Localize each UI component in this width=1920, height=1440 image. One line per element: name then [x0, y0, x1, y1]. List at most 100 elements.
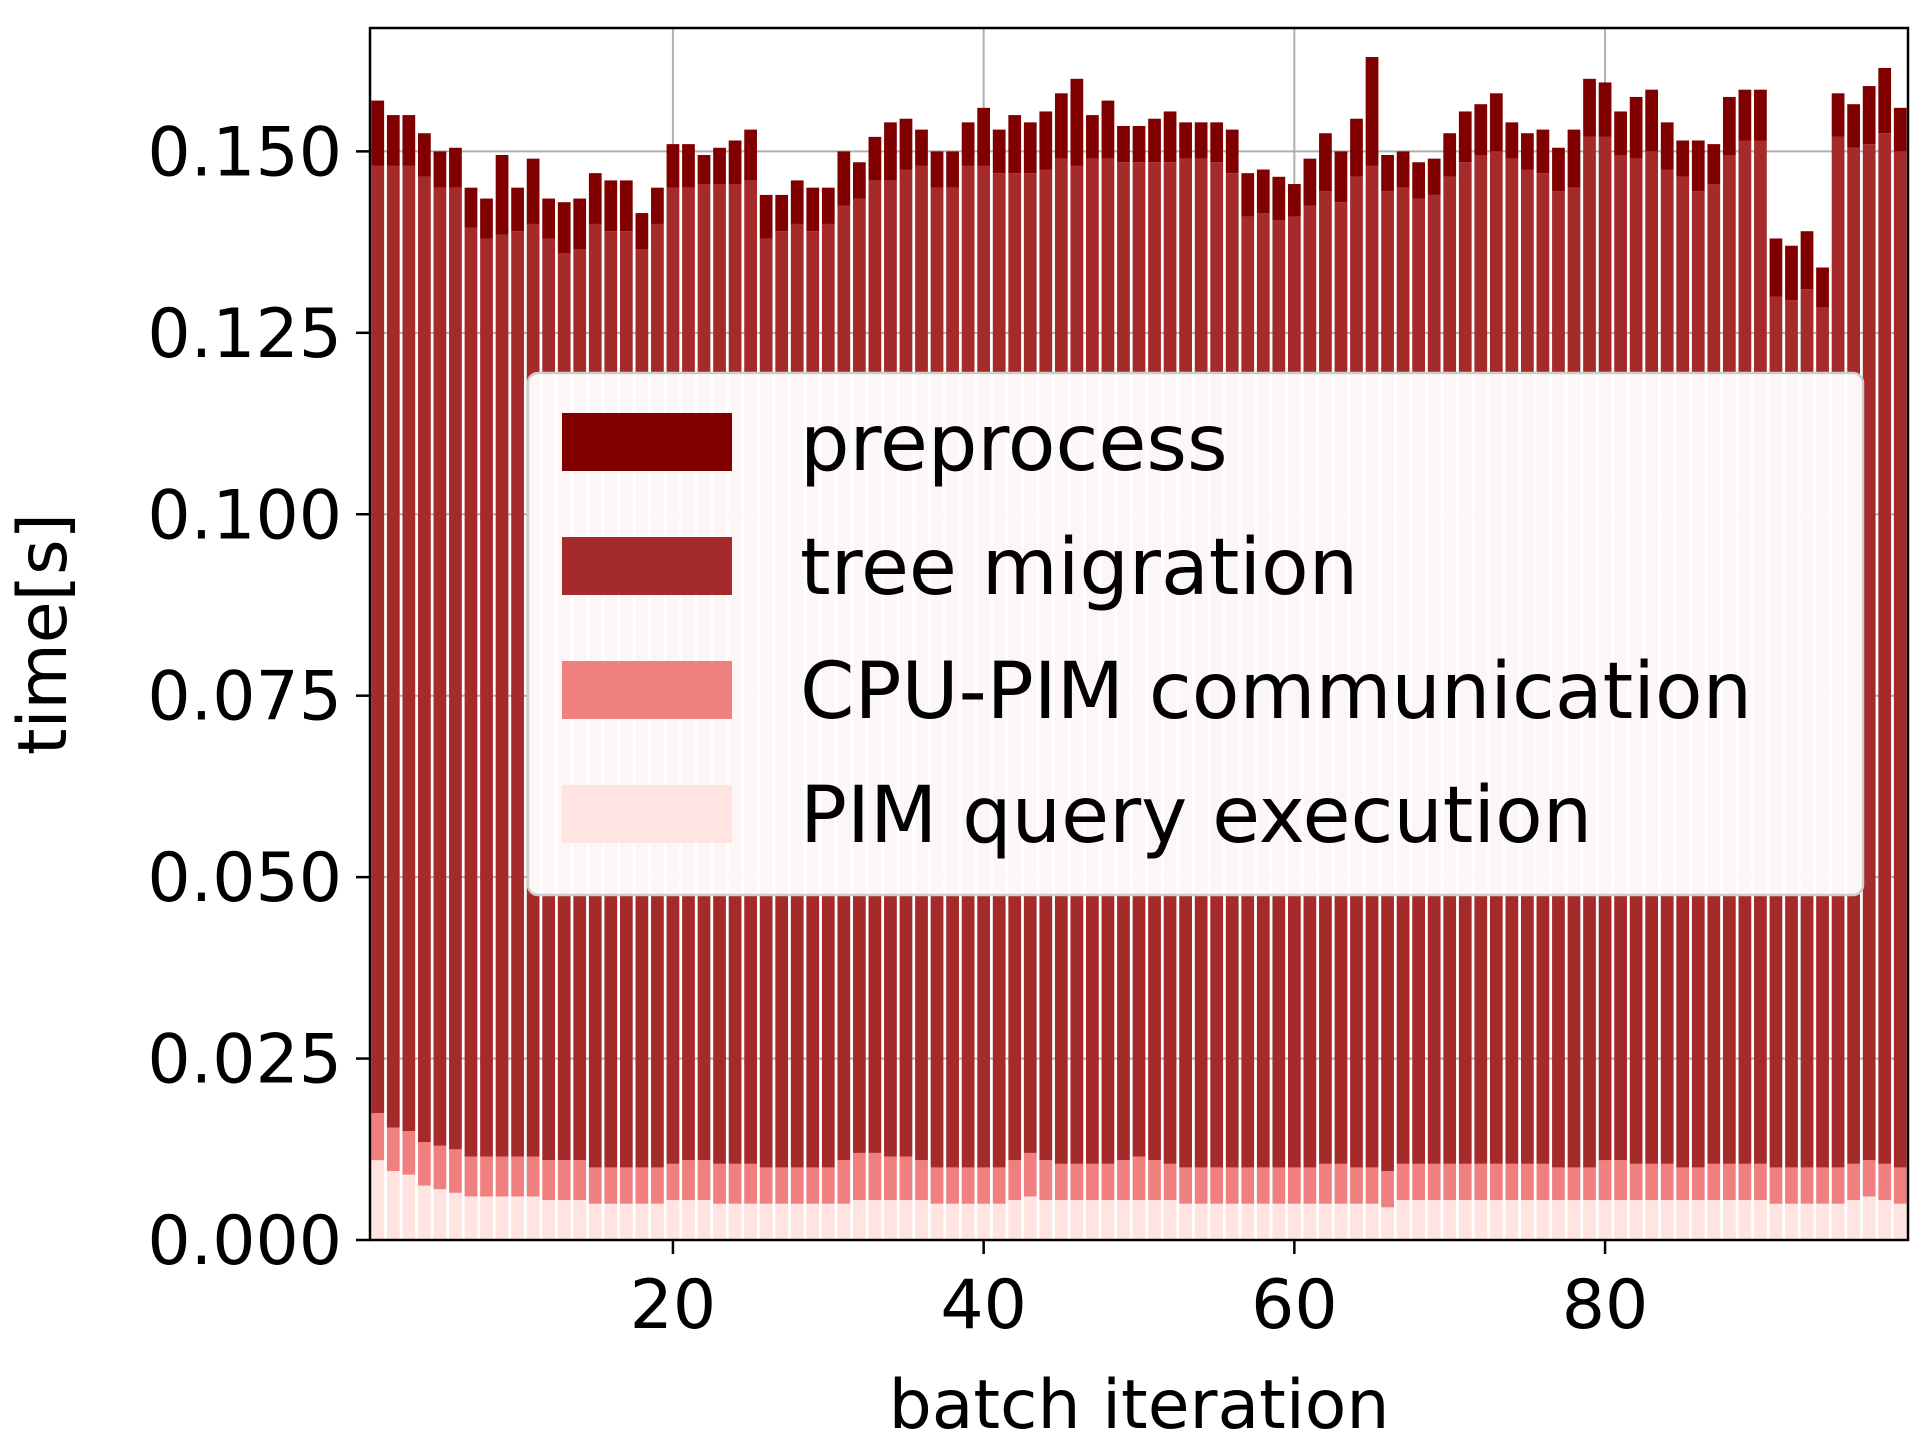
bar-segment	[1769, 1167, 1783, 1204]
bar-segment	[1489, 93, 1503, 152]
bar-segment	[1800, 231, 1814, 290]
bar-segment	[666, 1200, 680, 1240]
bar-segment	[1272, 1203, 1286, 1240]
bar-segment	[961, 122, 975, 166]
bar-segment	[1334, 1163, 1348, 1204]
bar-segment	[1800, 1203, 1814, 1240]
bar-segment	[915, 1200, 928, 1240]
bar-segment	[728, 1203, 742, 1240]
bar-segment	[1054, 1200, 1068, 1240]
bar-segment	[1645, 1200, 1659, 1240]
bar-segment	[1785, 1167, 1798, 1204]
bar-segment	[992, 1167, 1006, 1204]
bar-segment	[542, 1160, 556, 1201]
bar-segment	[1303, 1167, 1317, 1204]
bar-segment	[806, 1203, 820, 1240]
bar-segment	[1676, 1200, 1690, 1240]
bar-segment	[386, 165, 400, 1128]
bar-segment	[1893, 1167, 1907, 1204]
bar-segment	[1210, 1167, 1224, 1204]
bar-segment	[1194, 122, 1208, 159]
legend-label: PIM query execution	[800, 771, 1592, 861]
bar-segment	[526, 158, 540, 224]
bar-segment	[666, 144, 680, 188]
bar-segment	[1365, 57, 1379, 166]
bar-segment	[1536, 129, 1550, 174]
bar-segment	[1396, 151, 1410, 188]
bar-segment	[1163, 1200, 1177, 1240]
bar-segment	[930, 1203, 944, 1240]
bar-segment	[1225, 1203, 1239, 1240]
bar-segment	[1816, 1167, 1829, 1204]
bar-segment	[744, 1163, 757, 1204]
x-tick-label: 80	[1562, 1266, 1649, 1345]
bar-segment	[402, 1174, 416, 1240]
bar-segment	[588, 173, 602, 224]
bar-segment	[1769, 238, 1783, 297]
bar-segment	[1567, 129, 1581, 188]
bar-segment	[1256, 1167, 1270, 1204]
bar-segment	[371, 1160, 385, 1240]
bar-segment	[1070, 1163, 1084, 1201]
bar-segment	[1567, 1200, 1581, 1240]
bar-segment	[433, 187, 447, 1146]
bar-segment	[1614, 111, 1627, 156]
bar-segment	[930, 151, 944, 188]
legend-swatch	[562, 537, 732, 595]
bar-segment	[1831, 93, 1845, 137]
bar-segment	[1800, 1167, 1814, 1204]
bar-segment	[1660, 1200, 1674, 1240]
bar-segment	[480, 1196, 493, 1240]
bar-segment	[1521, 133, 1534, 170]
bar-segment	[915, 129, 928, 166]
bar-segment	[1054, 1163, 1068, 1201]
bar-segment	[604, 1203, 618, 1240]
bar-segment	[1163, 1163, 1177, 1201]
bar-segment	[790, 180, 804, 224]
bar-segment	[775, 1203, 789, 1240]
bar-segment	[604, 180, 618, 232]
bar-segment	[1505, 122, 1519, 159]
bar-segment	[1396, 1200, 1410, 1240]
legend-swatch	[562, 413, 732, 471]
bar-segment	[1629, 1200, 1643, 1240]
bar-segment	[884, 122, 897, 181]
bar-segment	[1086, 115, 1099, 159]
bar-segment	[1614, 1160, 1627, 1201]
bar-segment	[1552, 1167, 1565, 1201]
bar-segment	[1443, 133, 1457, 177]
bar-segment	[1334, 151, 1348, 203]
bar-segment	[1583, 1167, 1596, 1201]
bar-segment	[728, 1163, 742, 1204]
bar-segment	[386, 1127, 400, 1172]
bar-segment	[868, 1200, 882, 1240]
bar-segment	[744, 1203, 757, 1240]
bar-segment	[946, 1167, 959, 1204]
bar-segment	[852, 1200, 866, 1240]
bar-segment	[821, 1167, 835, 1204]
bar-segment	[573, 1160, 587, 1201]
bar-segment	[1163, 111, 1177, 163]
bar-segment	[884, 1156, 897, 1201]
bar-segment	[1862, 1160, 1876, 1197]
bar-segment	[1707, 1200, 1721, 1240]
bar-segment	[1458, 1163, 1472, 1201]
bar-segment	[495, 155, 509, 235]
bar-segment	[1132, 125, 1146, 163]
bar-segment	[1738, 1200, 1752, 1240]
bar-segment	[1893, 1203, 1907, 1240]
bar-segment	[464, 187, 478, 228]
bar-segment	[1443, 1163, 1457, 1201]
bar-segment	[1256, 1203, 1270, 1240]
bar-segment	[1039, 111, 1053, 170]
bar-segment	[635, 1167, 649, 1204]
bar-segment	[868, 136, 882, 181]
bar-segment	[759, 1203, 773, 1240]
bar-segment	[449, 187, 462, 1150]
legend-label: CPU-PIM communication	[800, 647, 1752, 737]
bar-segment	[1008, 115, 1022, 174]
bar-segment	[464, 227, 478, 1157]
bar-segment	[1023, 1196, 1037, 1240]
bar-segment	[1427, 158, 1441, 195]
bar-segment	[619, 1203, 633, 1240]
